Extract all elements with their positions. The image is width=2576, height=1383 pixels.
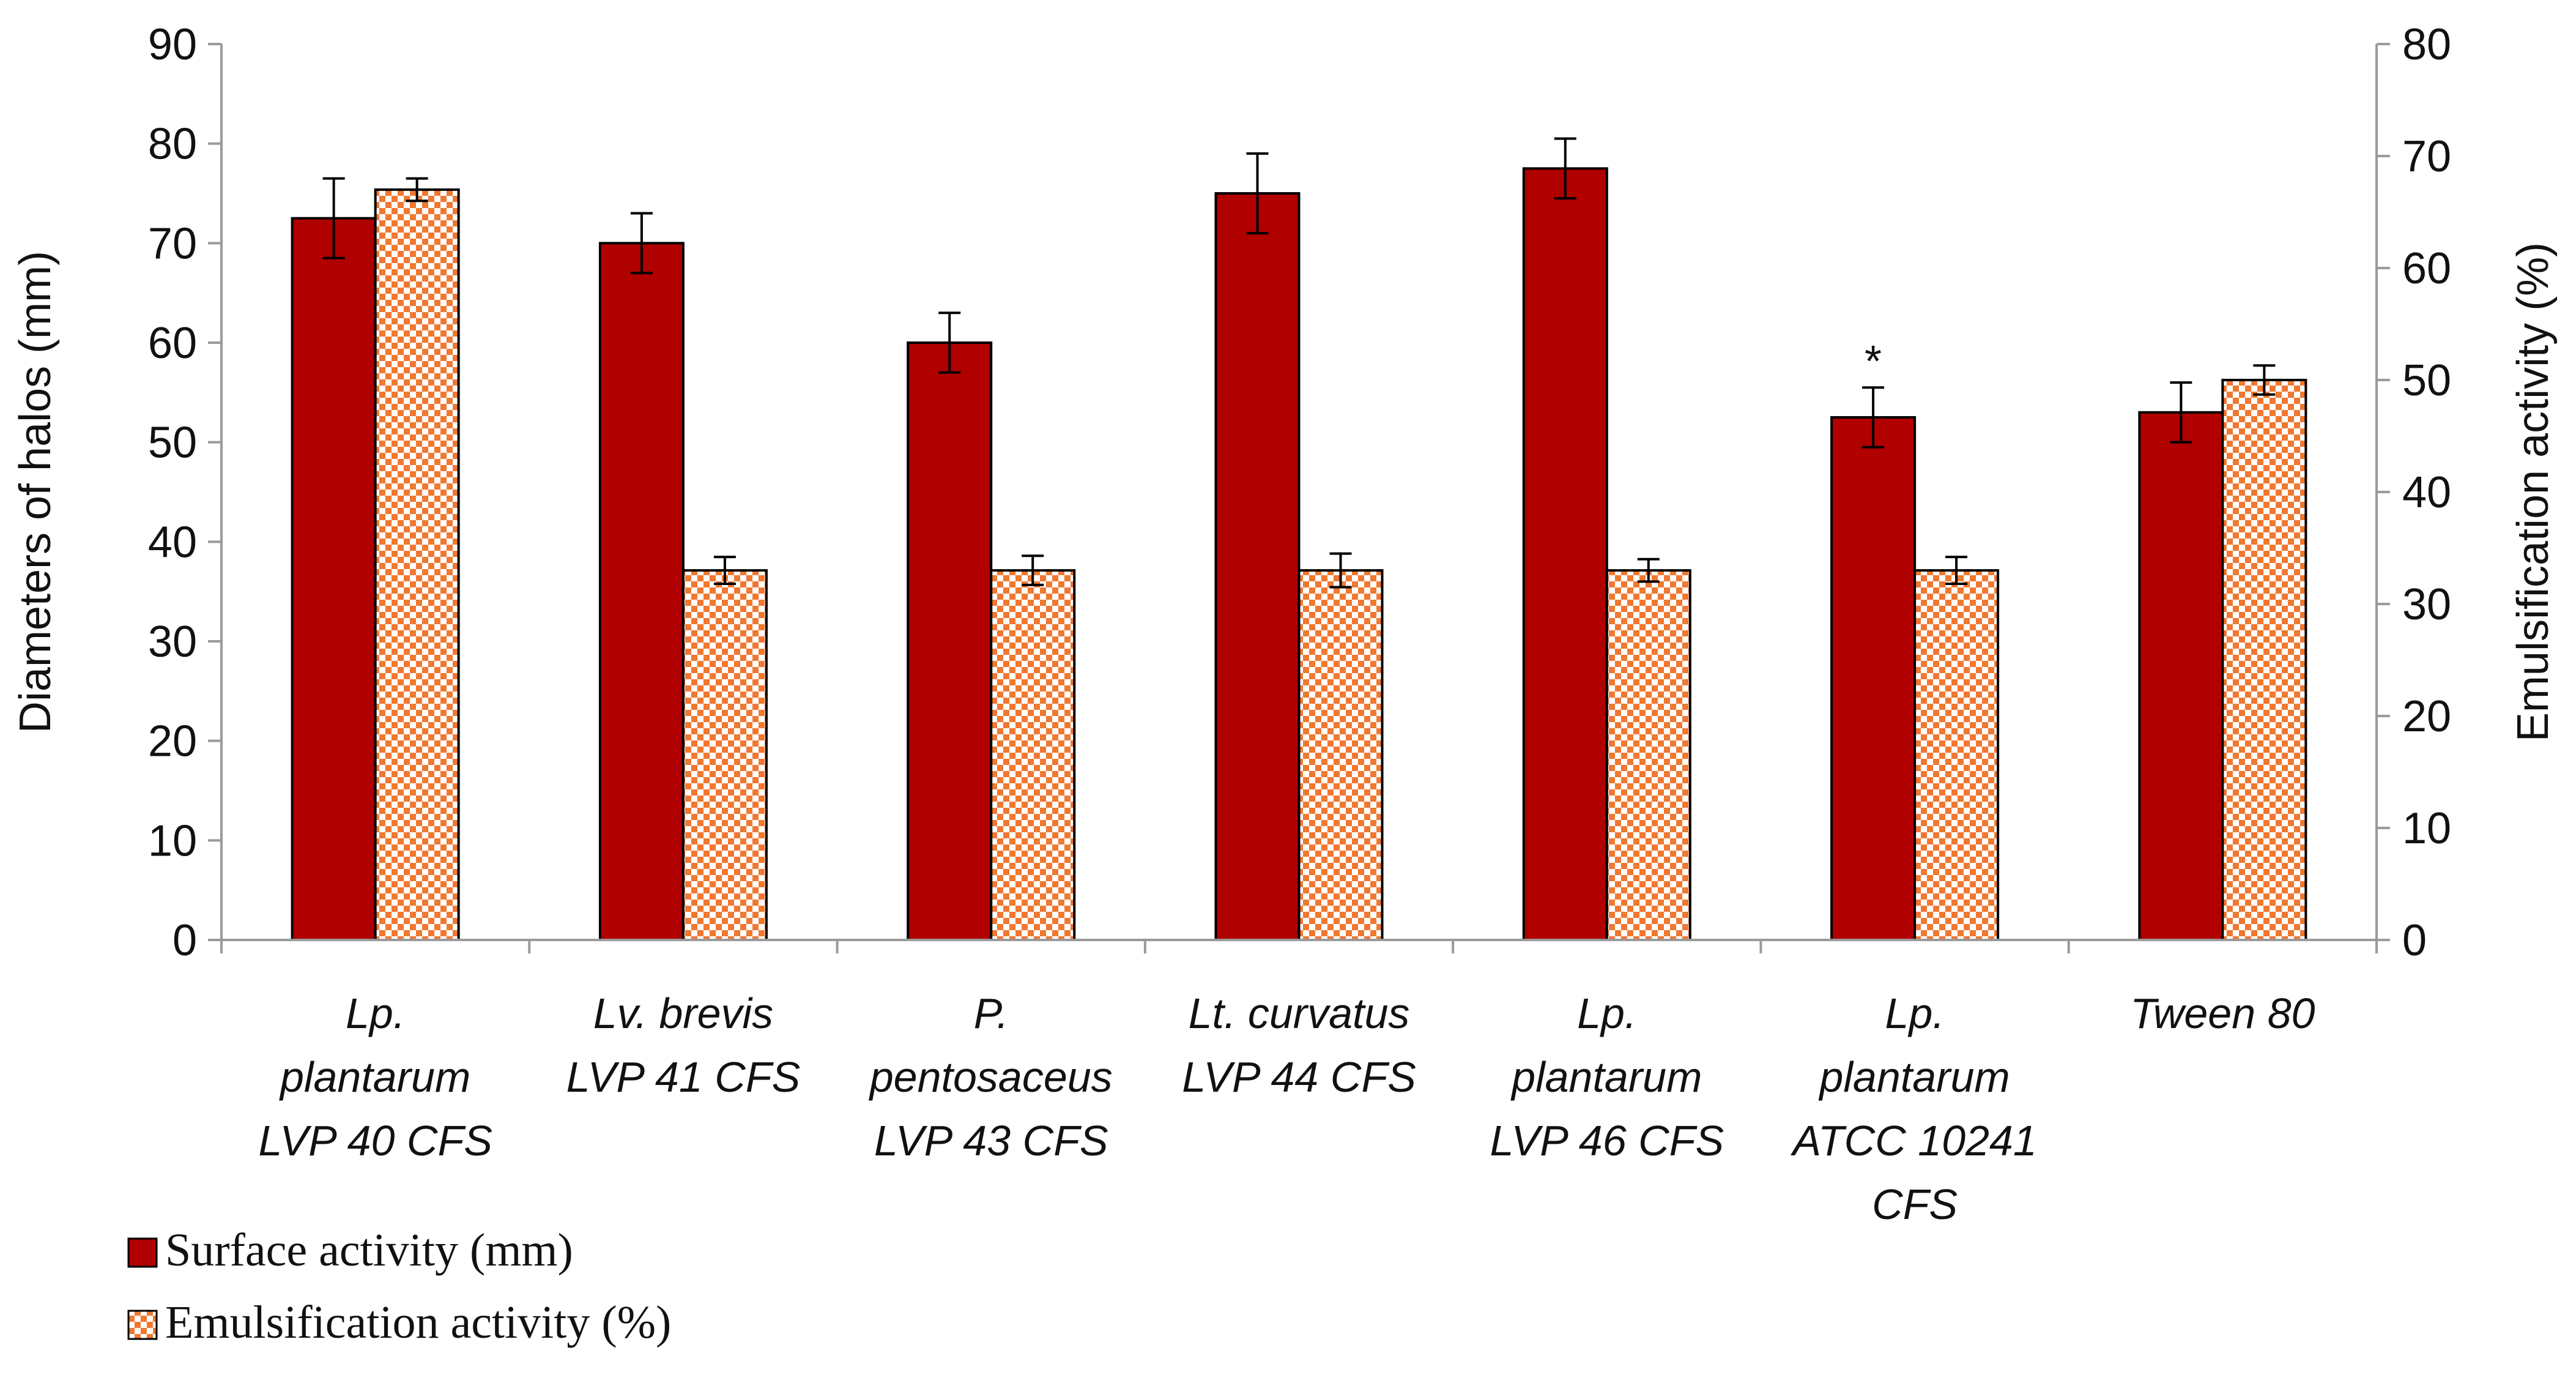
left-tick-label: 10 <box>148 816 197 865</box>
x-axis: Lp. plantarum LVP 40 CFS Lv. brevis LVP 41 C… <box>220 939 2378 1228</box>
error-bar <box>2253 364 2276 396</box>
category-label: LVP 41 CFS <box>566 1053 801 1101</box>
category-label: P. <box>974 990 1009 1037</box>
error-bar <box>1945 556 1968 586</box>
emulsification-activity-bar <box>1605 569 1691 941</box>
category-label: pentosaceus <box>869 1053 1113 1101</box>
category-label: Lp. <box>1885 990 1944 1037</box>
error-bar <box>1637 557 1660 583</box>
error-bar <box>1554 137 1576 200</box>
error-bar <box>1862 386 1885 449</box>
legend-swatch-surface <box>127 1237 158 1268</box>
left-y-axis: 0 10 20 30 40 50 60 70 80 90 Diameters of halos (m… <box>11 20 223 965</box>
right-tick-label: 70 <box>2402 132 2451 181</box>
left-tick-label: 80 <box>148 120 197 169</box>
category-label: LVP 43 CFS <box>874 1117 1108 1165</box>
surface-activity-bar <box>2138 411 2224 941</box>
category-label: Tween 80 <box>2130 990 2315 1037</box>
error-bar <box>630 212 653 275</box>
error-bar <box>2170 381 2192 444</box>
surface-activity-bar <box>1522 167 1608 941</box>
category-label: LVP 44 CFS <box>1182 1053 1416 1101</box>
left-tick-label: 60 <box>148 319 197 368</box>
category-label: Lt. curvatus <box>1189 990 1410 1037</box>
right-tick-label: 50 <box>2402 356 2451 405</box>
right-tick-label: 30 <box>2402 580 2451 629</box>
emulsification-activity-bar <box>374 188 460 941</box>
left-tick-label: 0 <box>173 916 197 965</box>
category-label: CFS <box>1872 1180 1958 1228</box>
right-tick-label: 40 <box>2402 468 2451 517</box>
right-tick-label: 60 <box>2402 244 2451 293</box>
left-tick-label: 70 <box>148 219 197 268</box>
legend: Surface activity (mm) Emulsification acti… <box>127 1225 671 1348</box>
error-bar <box>1246 152 1269 235</box>
category-label: LVP 46 CFS <box>1490 1117 1724 1165</box>
surface-activity-bar <box>1214 192 1301 941</box>
left-tick-label: 20 <box>148 717 197 766</box>
surface-activity-bar <box>1830 416 1917 941</box>
right-axis-title: Emulsification activity (%) <box>2509 242 2558 742</box>
right-tick-label: 80 <box>2402 20 2451 69</box>
error-bar <box>1329 552 1352 589</box>
emulsification-activity-bar <box>681 569 768 941</box>
surface-activity-bar <box>291 217 377 942</box>
category-label: Lv. brevis <box>593 990 773 1037</box>
emulsification-activity-bar <box>2221 379 2307 941</box>
category-label: LVP 40 CFS <box>258 1117 492 1165</box>
right-tick-label: 0 <box>2402 916 2427 965</box>
emulsification-activity-bar <box>990 569 1076 941</box>
right-tick-label: 20 <box>2402 692 2451 741</box>
plot-area: * <box>291 137 2307 942</box>
right-tick-label: 10 <box>2402 804 2451 853</box>
error-bar <box>406 177 428 203</box>
category-label: Lp. <box>1577 990 1636 1037</box>
left-axis-title: Diameters of halos (mm) <box>11 251 60 733</box>
legend-label: Emulsification activity (%) <box>165 1297 671 1348</box>
right-y-axis: 0 10 20 30 40 50 60 70 80 Emulsification activity… <box>2375 20 2558 965</box>
error-bar <box>938 311 961 374</box>
left-tick-label: 50 <box>148 419 197 468</box>
legend-swatch-emulsification <box>127 1310 158 1340</box>
surface-activity-bar <box>598 242 685 941</box>
error-bar <box>322 177 345 259</box>
error-bar <box>713 556 736 586</box>
category-label: Lp. <box>346 990 405 1037</box>
significance-marker: * <box>1865 337 1882 386</box>
left-tick-label: 30 <box>148 617 197 666</box>
category-label: plantarum <box>1818 1053 2010 1101</box>
left-tick-label: 40 <box>148 518 197 567</box>
category-label: plantarum <box>1510 1053 1702 1101</box>
surface-activity-bar <box>907 341 993 941</box>
emulsification-activity-bar <box>1297 569 1384 941</box>
left-tick-label: 90 <box>148 20 197 69</box>
category-label: plantarum <box>279 1053 470 1101</box>
category-label: ATCC 10241 <box>1790 1117 2036 1165</box>
legend-label: Surface activity (mm) <box>165 1225 573 1276</box>
error-bar <box>1022 554 1044 586</box>
emulsification-activity-bar <box>1913 569 2000 941</box>
